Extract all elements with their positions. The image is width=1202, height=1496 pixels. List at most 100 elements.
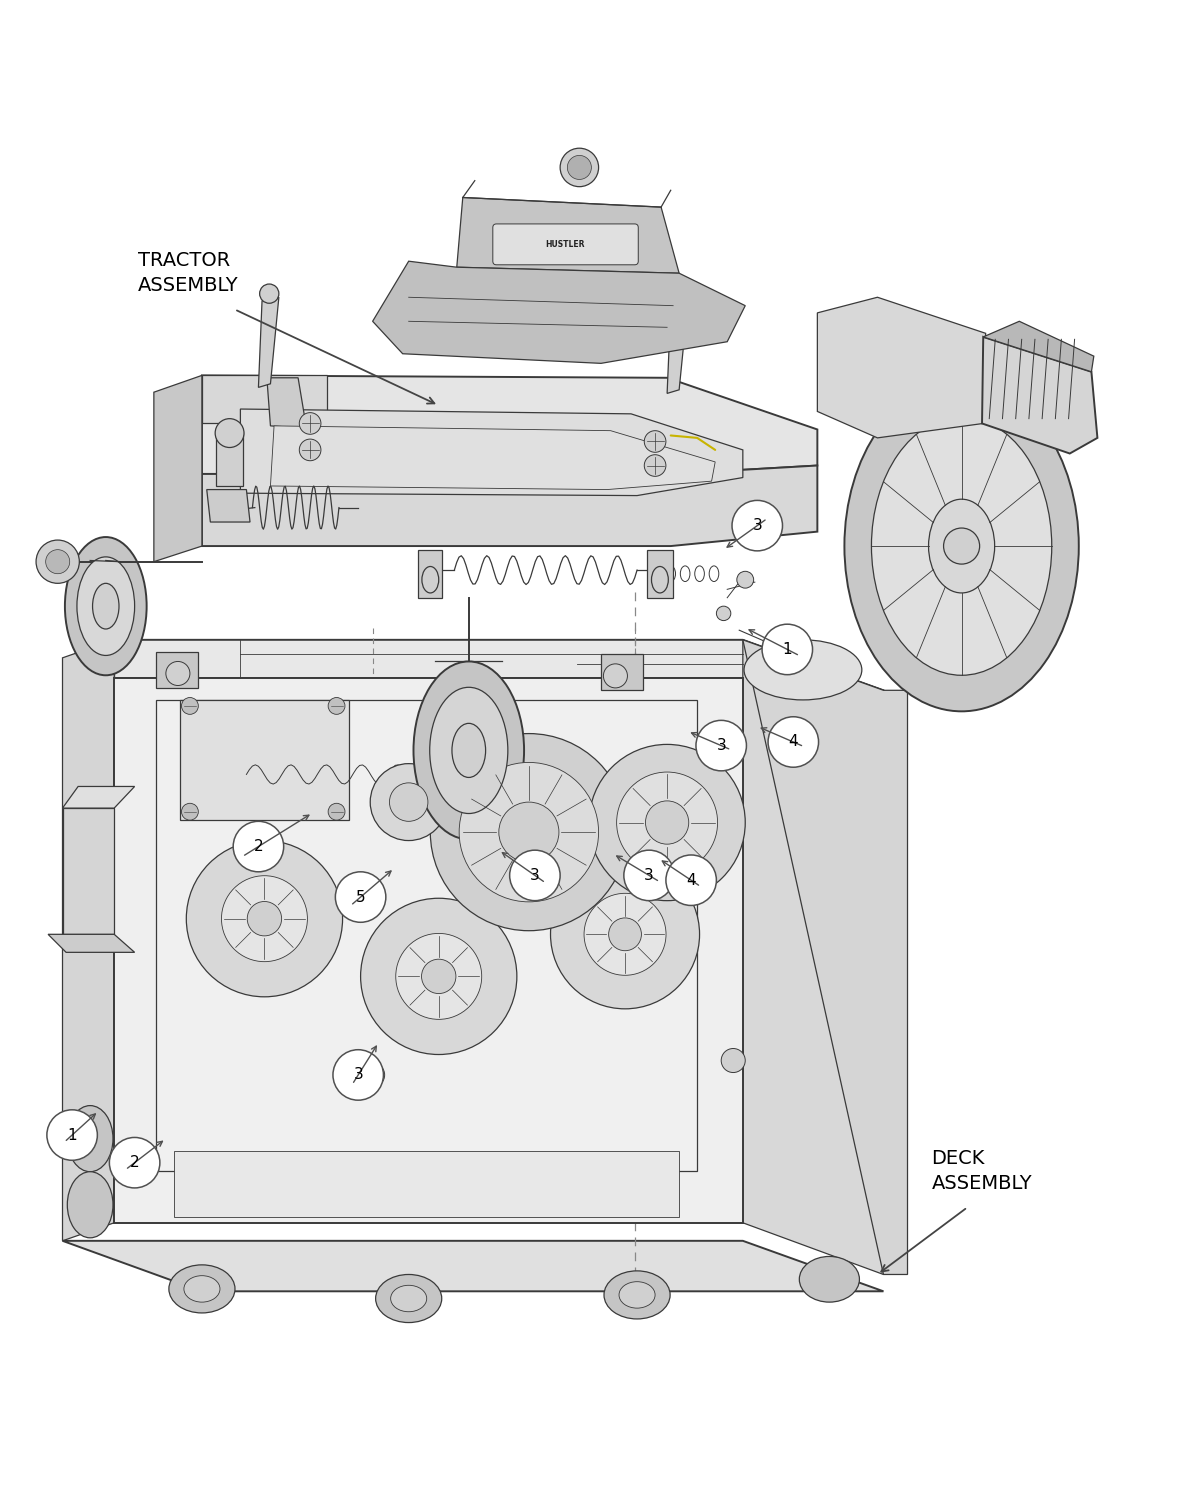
Polygon shape [258,298,279,387]
Circle shape [328,803,345,820]
Circle shape [716,606,731,621]
Polygon shape [418,549,442,598]
Circle shape [732,500,783,551]
Polygon shape [174,1150,679,1216]
Circle shape [644,455,666,476]
Circle shape [603,664,627,688]
Text: 3: 3 [716,738,726,752]
Circle shape [248,902,281,936]
Polygon shape [667,305,688,393]
Circle shape [36,540,79,583]
Circle shape [944,528,980,564]
Circle shape [166,661,190,685]
Circle shape [551,860,700,1008]
Ellipse shape [422,567,439,592]
Circle shape [109,1137,160,1188]
Circle shape [645,800,689,844]
Circle shape [46,549,70,573]
Text: 1: 1 [67,1128,77,1143]
Polygon shape [63,787,135,808]
Polygon shape [267,378,307,428]
Circle shape [335,872,386,923]
Circle shape [624,850,674,901]
Ellipse shape [929,500,995,592]
Polygon shape [63,640,114,1240]
Circle shape [260,284,279,304]
Circle shape [221,875,308,962]
Ellipse shape [452,724,486,778]
Text: 4: 4 [686,872,696,887]
Polygon shape [63,808,114,935]
Circle shape [721,1049,745,1073]
Circle shape [395,934,482,1019]
Circle shape [666,856,716,905]
Polygon shape [202,375,817,474]
Ellipse shape [430,687,508,814]
Ellipse shape [799,1257,859,1302]
Polygon shape [114,640,883,724]
Polygon shape [457,197,679,274]
Polygon shape [207,489,250,522]
Ellipse shape [619,1282,655,1308]
Ellipse shape [605,1272,671,1319]
Ellipse shape [67,1106,113,1171]
Polygon shape [156,652,198,688]
Ellipse shape [77,557,135,655]
Polygon shape [202,465,817,546]
Circle shape [459,763,599,902]
Circle shape [215,419,244,447]
Ellipse shape [65,537,147,675]
Text: 3: 3 [353,1068,363,1083]
Circle shape [182,697,198,715]
Circle shape [499,802,559,862]
Circle shape [608,919,642,950]
Text: 3: 3 [530,868,540,883]
Text: 3: 3 [644,868,654,883]
Ellipse shape [391,1285,427,1312]
Ellipse shape [871,417,1052,675]
Circle shape [233,821,284,872]
Polygon shape [983,322,1094,373]
Text: HUSTLER: HUSTLER [546,239,584,248]
Circle shape [766,640,778,652]
Circle shape [567,156,591,180]
Text: 5: 5 [356,890,365,905]
Ellipse shape [413,661,524,839]
Circle shape [47,1110,97,1161]
Ellipse shape [67,1171,113,1237]
FancyBboxPatch shape [493,224,638,265]
Polygon shape [180,700,349,820]
Bar [216,432,243,486]
Ellipse shape [168,1264,236,1313]
Circle shape [644,431,666,452]
Circle shape [361,1064,385,1088]
Polygon shape [743,640,908,1275]
Text: DECK
ASSEMBLY: DECK ASSEMBLY [932,1149,1033,1194]
Circle shape [333,1050,383,1100]
Ellipse shape [93,583,119,628]
Polygon shape [601,654,643,690]
Circle shape [762,624,813,675]
Circle shape [510,850,560,901]
Circle shape [560,148,599,187]
Text: 2: 2 [130,1155,139,1170]
Polygon shape [48,935,135,953]
Polygon shape [743,640,883,1275]
Circle shape [617,772,718,874]
Polygon shape [982,337,1097,453]
Circle shape [430,733,627,931]
Text: 3: 3 [752,518,762,533]
Circle shape [696,721,746,770]
Circle shape [737,571,754,588]
Circle shape [361,898,517,1055]
Text: 4: 4 [789,735,798,749]
Circle shape [389,782,428,821]
Circle shape [299,413,321,434]
Polygon shape [373,262,745,364]
Circle shape [422,959,456,993]
Polygon shape [240,408,743,495]
Polygon shape [114,678,743,1222]
Polygon shape [202,375,327,423]
Polygon shape [154,375,202,561]
Ellipse shape [744,640,862,700]
